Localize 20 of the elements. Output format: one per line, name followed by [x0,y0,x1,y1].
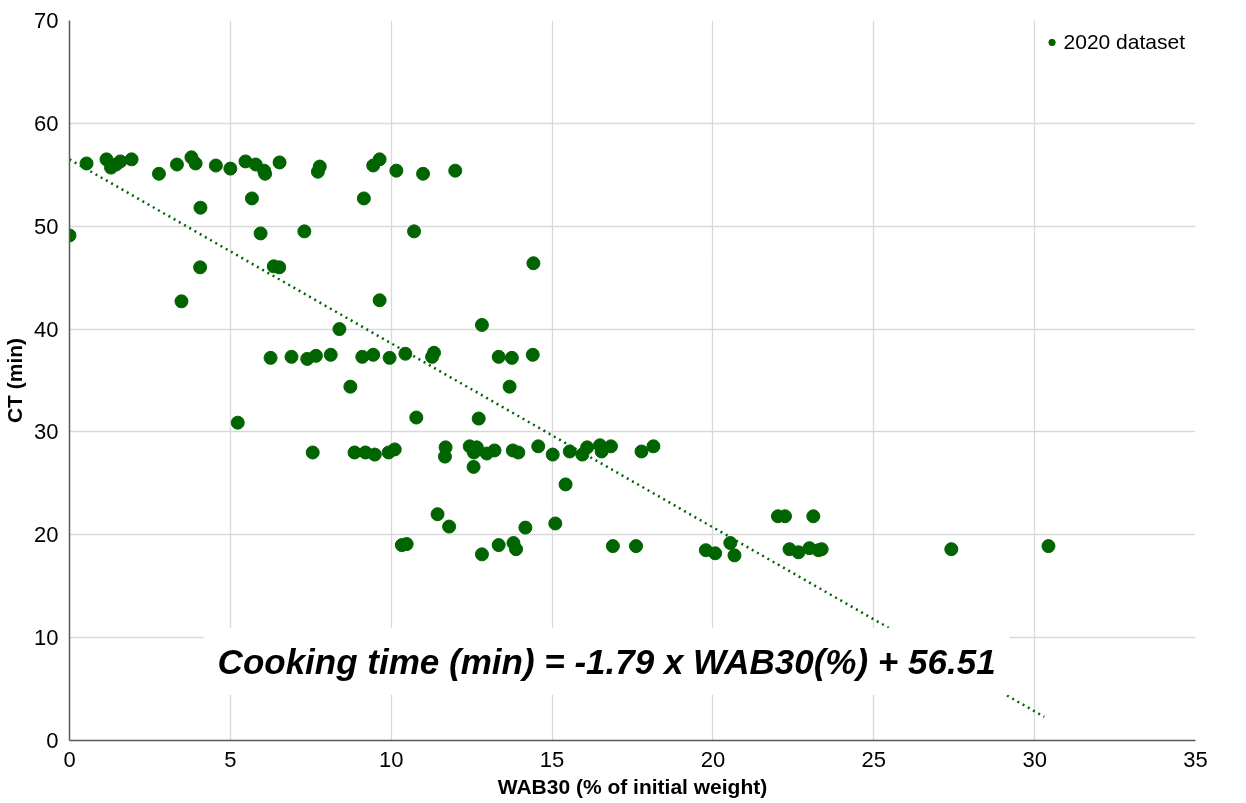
y-tick-label: 60 [34,110,59,136]
y-tick-label: 20 [34,522,59,548]
x-axis-title: WAB30 (% of initial weight) [497,774,768,798]
y-tick-label: 40 [34,316,59,342]
y-tick-label: 10 [34,625,59,651]
x-tick-label: 5 [224,746,237,772]
y-axis-title: CT (min) [3,337,27,424]
x-tick-label: 20 [700,746,726,772]
x-tick-label: 25 [861,746,887,772]
x-tick-label: 0 [63,746,76,772]
x-tick-label: 15 [539,746,565,772]
x-tick-label: 35 [1183,746,1208,772]
x-tick-label: 10 [378,746,404,772]
x-tick-label: 30 [1022,746,1047,772]
y-tick-label: 50 [34,213,59,239]
y-tick-label: 70 [34,8,59,33]
y-tick-label: 0 [46,728,59,753]
annotation: Cooking time (min) = -1.79 x WAB30(%) + 56.51 [217,641,996,681]
y-tick-label: 30 [34,419,59,445]
legend-label: 2020 dataset [1063,30,1185,54]
